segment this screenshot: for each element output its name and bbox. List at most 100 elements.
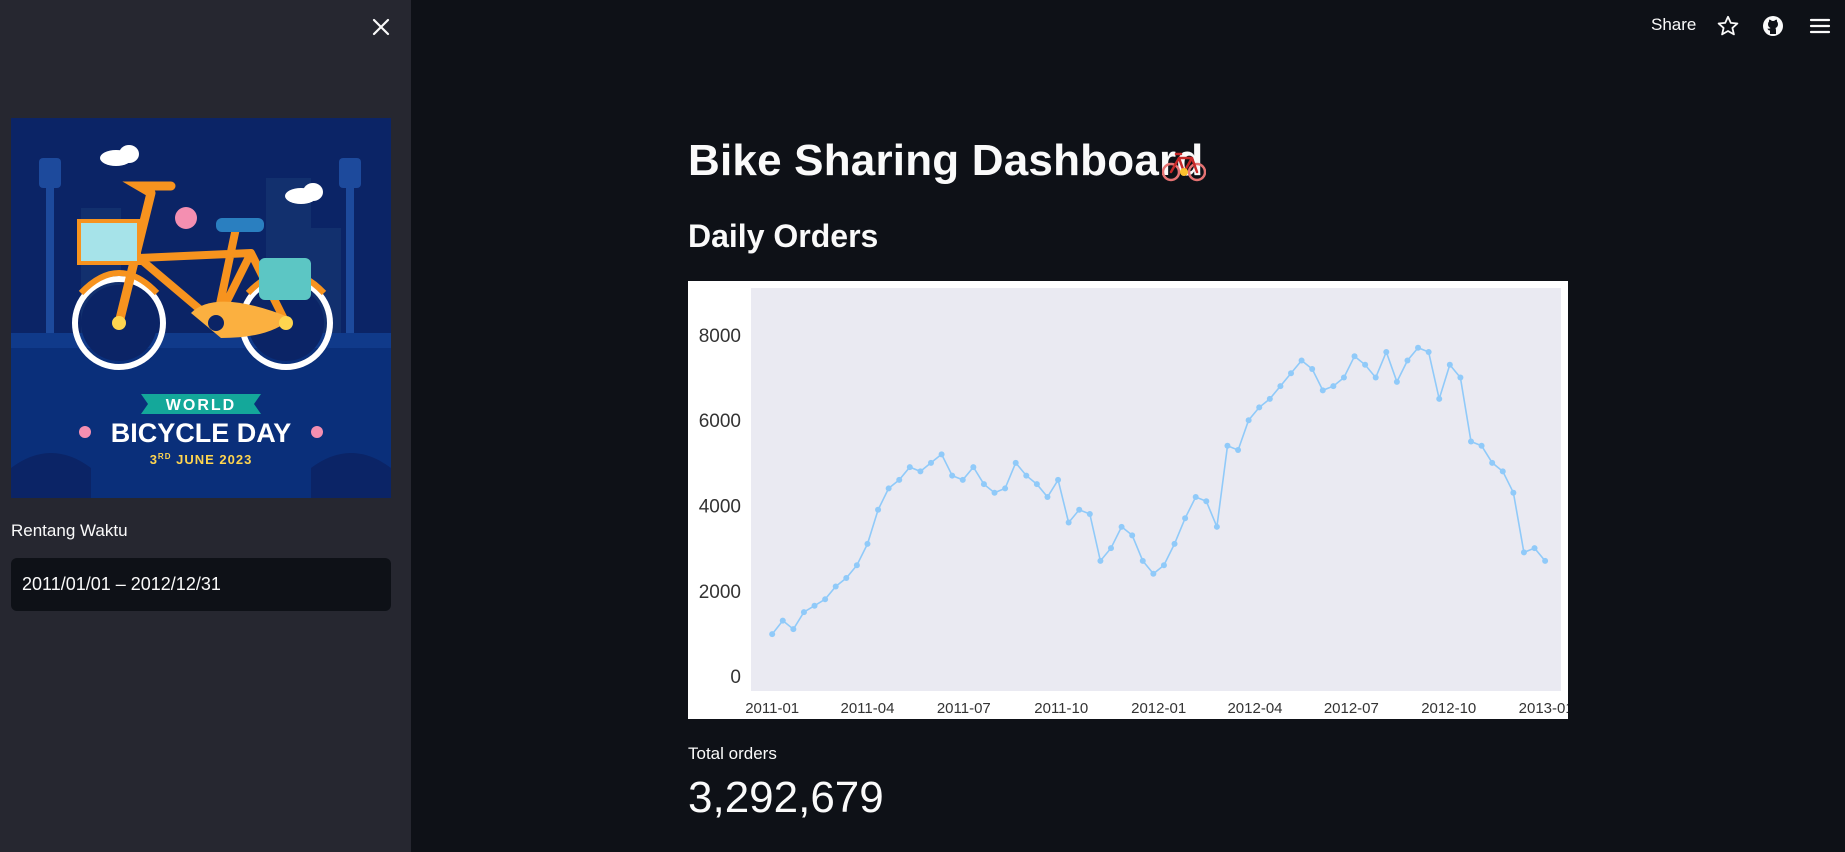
bicycle-emoji-icon [1162,152,1206,182]
data-point [1340,374,1347,381]
github-icon[interactable] [1761,14,1785,38]
data-point [1542,557,1549,564]
data-point [959,476,966,483]
data-point [1065,519,1072,526]
data-point [917,468,924,475]
daily-orders-subheader: Daily Orders [688,218,879,254]
data-point [1245,417,1252,424]
data-point [1002,485,1009,492]
data-point [1139,557,1146,564]
x-tick-label: 2011-01 [745,700,799,717]
x-tick-label: 2011-10 [1034,700,1088,717]
data-point [832,583,839,590]
data-point [906,464,913,471]
data-point [896,476,903,483]
banner-heading-top: WORLD [166,397,236,414]
close-sidebar-button[interactable] [366,12,396,42]
data-point [1224,442,1231,449]
date-range-input[interactable]: 2011/01/01 – 2012/12/31 [11,558,391,611]
data-point [779,617,786,624]
share-button[interactable]: Share [1651,15,1697,34]
data-point [1415,344,1422,351]
world-bicycle-day-banner: WORLD BICYCLE DAY 3RD JUNE 2023 [11,118,391,498]
data-point [1160,562,1167,569]
plot-area [751,288,1561,691]
x-tick-label: 2013-01 [1519,700,1568,717]
daily-orders-chart: 0 2000 4000 6000 8000 2011-01 2011-04 2011-07 20… [688,281,1574,719]
data-point [1118,523,1125,530]
sidebar: WORLD BICYCLE DAY 3RD JUNE 2023 Rentang … [0,0,411,852]
data-point [1531,545,1538,552]
menu-icon[interactable] [1808,14,1832,38]
data-point [1150,570,1157,577]
data-point [1108,545,1114,552]
data-point [1425,348,1432,355]
data-point [1446,361,1453,368]
x-tick-label: 2012-07 [1324,700,1379,717]
data-point [822,596,829,603]
data-point [1012,459,1019,466]
data-point [1044,493,1051,500]
data-point [1171,540,1178,547]
x-tick-label: 2012-10 [1421,700,1476,717]
data-point [991,489,998,496]
data-point [1404,357,1411,364]
data-point [1203,498,1210,505]
data-point [1086,511,1093,518]
data-point [1097,557,1104,564]
data-point [1266,395,1273,402]
data-point [1076,506,1083,513]
data-point [1309,366,1316,373]
data-point [1520,549,1527,556]
star-icon[interactable] [1716,14,1740,38]
data-point [938,451,945,458]
data-point [1055,476,1062,483]
data-point [1213,523,1220,530]
data-point [1192,493,1199,500]
data-point [843,574,850,581]
x-tick-label: 2012-04 [1227,700,1282,717]
y-tick-label: 6000 [699,411,741,432]
data-point [1256,404,1263,411]
data-point [864,540,871,547]
x-tick-label: 2012-01 [1131,700,1186,717]
data-point [949,472,956,479]
banner-date-day: 3 [150,452,158,467]
data-point [1298,357,1305,364]
data-point [1478,442,1485,449]
data-point [885,485,892,492]
data-point [1393,378,1400,385]
banner-date-suffix: RD [158,452,172,461]
banner-date-rest: JUNE 2023 [171,452,252,467]
total-orders-value: 3,292,679 [688,773,884,822]
page-title: Bike Sharing Dashboard [688,136,1204,185]
y-tick-label: 0 [730,667,741,688]
data-point [1436,395,1443,402]
data-point [1182,515,1189,522]
data-point [1351,353,1358,360]
data-point [769,631,776,638]
data-point [1383,348,1390,355]
banner-date: 3RD JUNE 2023 [150,452,253,467]
data-point [970,464,977,471]
data-point [790,626,797,633]
y-tick-label: 2000 [699,582,741,603]
data-point [1499,468,1506,475]
data-point [1510,489,1517,496]
data-point [800,609,807,616]
data-point [1277,383,1284,390]
x-tick-label: 2011-04 [841,700,895,717]
data-point [1033,481,1040,488]
data-point [1362,361,1369,368]
data-point [1372,374,1379,381]
data-point [928,459,934,466]
data-point [1023,472,1030,479]
data-point [1235,447,1242,454]
data-point [1457,374,1464,381]
date-range-label: Rentang Waktu [11,521,128,540]
data-point [1319,387,1326,394]
close-icon [372,18,390,36]
date-range-value: 2011/01/01 – 2012/12/31 [22,574,221,594]
data-point [1489,459,1496,466]
y-tick-label: 8000 [699,326,741,347]
